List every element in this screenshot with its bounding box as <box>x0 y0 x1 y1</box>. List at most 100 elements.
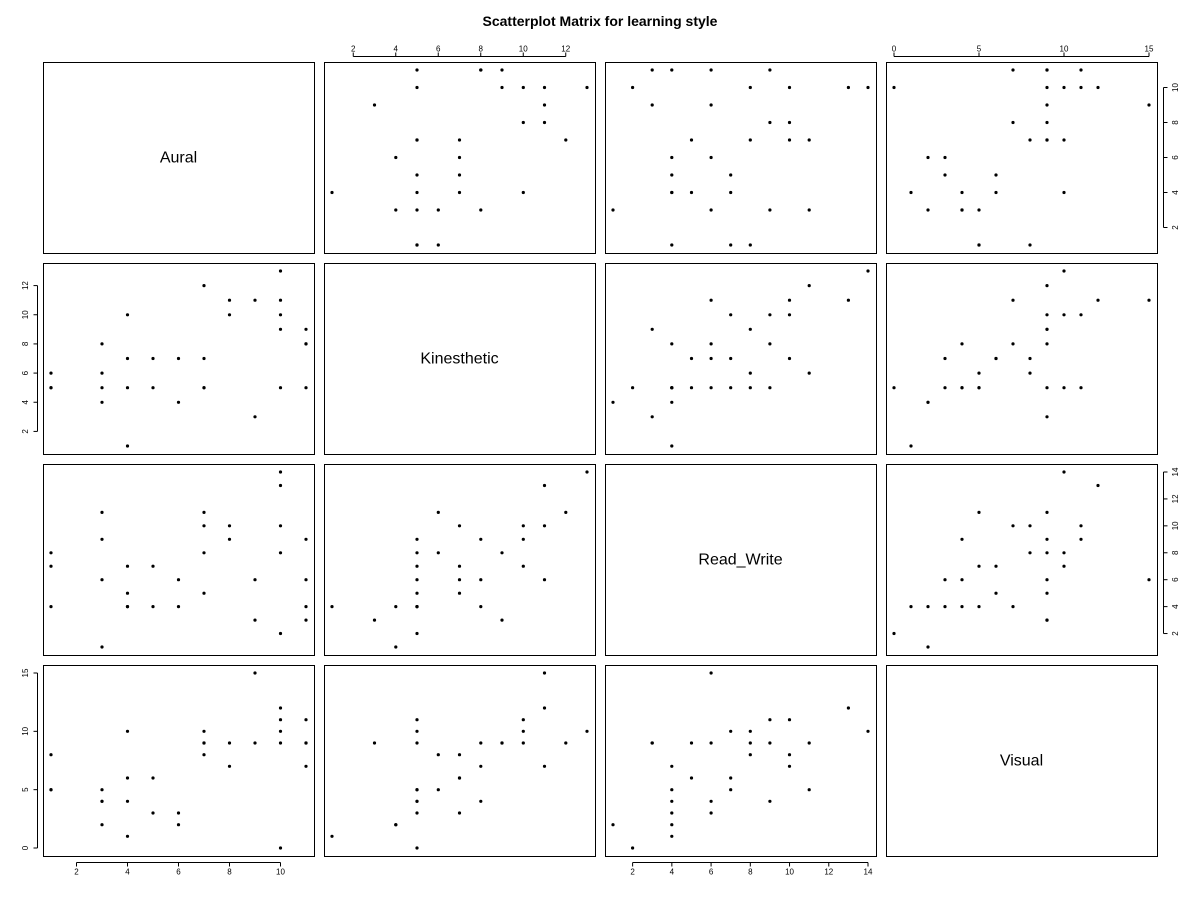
data-point <box>1062 138 1066 142</box>
data-point <box>125 799 130 803</box>
data-point <box>807 208 811 212</box>
data-point <box>151 776 155 780</box>
data-point <box>768 718 772 722</box>
data-point <box>176 605 181 609</box>
data-point <box>768 120 772 125</box>
data-point <box>1045 591 1049 595</box>
data-point <box>394 645 398 649</box>
data-point <box>1079 85 1083 90</box>
data-point <box>415 138 419 142</box>
data-point <box>304 605 308 609</box>
data-point <box>977 243 981 247</box>
data-point <box>909 190 913 195</box>
data-point <box>227 537 232 541</box>
data-point <box>542 671 547 675</box>
data-point <box>521 741 525 745</box>
data-point <box>866 269 870 273</box>
data-point <box>521 524 525 528</box>
tick-label: 10 <box>1171 521 1180 530</box>
data-point <box>960 537 964 541</box>
panel-frame <box>43 62 315 254</box>
data-point <box>709 155 713 160</box>
data-point <box>1011 524 1015 528</box>
data-point <box>1045 415 1049 419</box>
data-point <box>542 706 547 710</box>
data-point <box>926 208 930 212</box>
data-point <box>278 524 283 528</box>
data-point <box>49 605 53 609</box>
data-point <box>729 788 733 792</box>
data-point <box>943 578 947 582</box>
data-point <box>330 190 334 195</box>
data-point <box>846 706 851 710</box>
data-point <box>1045 618 1049 622</box>
data-point <box>151 386 155 390</box>
data-point <box>125 591 130 595</box>
data-point <box>436 243 440 247</box>
axis-bottom-aural: 2 4 6 8 10 <box>74 862 285 877</box>
data-point <box>415 190 419 195</box>
data-point <box>729 356 733 361</box>
data-point <box>1045 551 1049 555</box>
data-point <box>1045 120 1049 125</box>
data-point <box>689 386 694 390</box>
panel-visual-vs-kinesthetic <box>324 665 596 857</box>
data-point <box>49 551 53 555</box>
data-point <box>729 313 733 317</box>
tick-label: 10 <box>519 45 528 54</box>
data-point <box>1062 386 1066 390</box>
data-point <box>748 741 752 745</box>
data-point <box>926 645 930 649</box>
panel-frame <box>324 464 596 656</box>
data-point <box>227 741 232 745</box>
data-point <box>709 208 713 212</box>
data-point <box>253 618 257 622</box>
data-point <box>457 190 462 195</box>
data-point <box>542 764 547 768</box>
data-point <box>202 551 206 555</box>
data-point <box>125 444 130 448</box>
data-point <box>100 371 104 375</box>
data-point <box>521 537 525 541</box>
data-point <box>748 386 752 390</box>
data-point <box>304 764 308 768</box>
data-point <box>521 120 525 125</box>
data-point <box>100 823 104 827</box>
data-point <box>866 729 870 733</box>
data-point <box>977 208 981 212</box>
data-point <box>709 298 713 302</box>
variable-label-aural: Aural <box>160 150 197 167</box>
data-point <box>926 605 930 609</box>
data-point <box>100 645 104 649</box>
data-point <box>394 208 398 212</box>
data-point <box>500 551 504 555</box>
variable-label-visual: Visual <box>1000 753 1043 770</box>
data-point <box>415 741 419 745</box>
data-point <box>457 173 462 177</box>
tick-label: 2 <box>630 868 635 877</box>
panel-aural-vs-aural: Aural <box>43 62 315 254</box>
panel-kinesthetic-vs-read-write <box>605 263 877 455</box>
data-point <box>457 591 462 595</box>
data-point <box>670 788 674 792</box>
data-point <box>977 386 981 390</box>
data-point <box>787 85 792 90</box>
tick-label: 4 <box>1171 604 1180 609</box>
data-point <box>1079 524 1083 528</box>
data-point <box>670 243 674 247</box>
data-point <box>1045 386 1049 390</box>
data-point <box>125 776 130 780</box>
data-point <box>542 120 547 125</box>
data-point <box>670 155 674 160</box>
data-point <box>49 564 53 568</box>
tick-label: 4 <box>670 868 675 877</box>
data-point <box>909 444 913 448</box>
tick-label: 0 <box>892 45 897 54</box>
data-point <box>585 85 589 90</box>
data-point <box>415 729 419 733</box>
panel-read-write-vs-read-write: Read_Write <box>605 464 877 656</box>
data-point <box>709 671 713 675</box>
data-point <box>278 631 283 636</box>
tick-label: 6 <box>21 370 30 375</box>
data-point <box>748 243 752 247</box>
